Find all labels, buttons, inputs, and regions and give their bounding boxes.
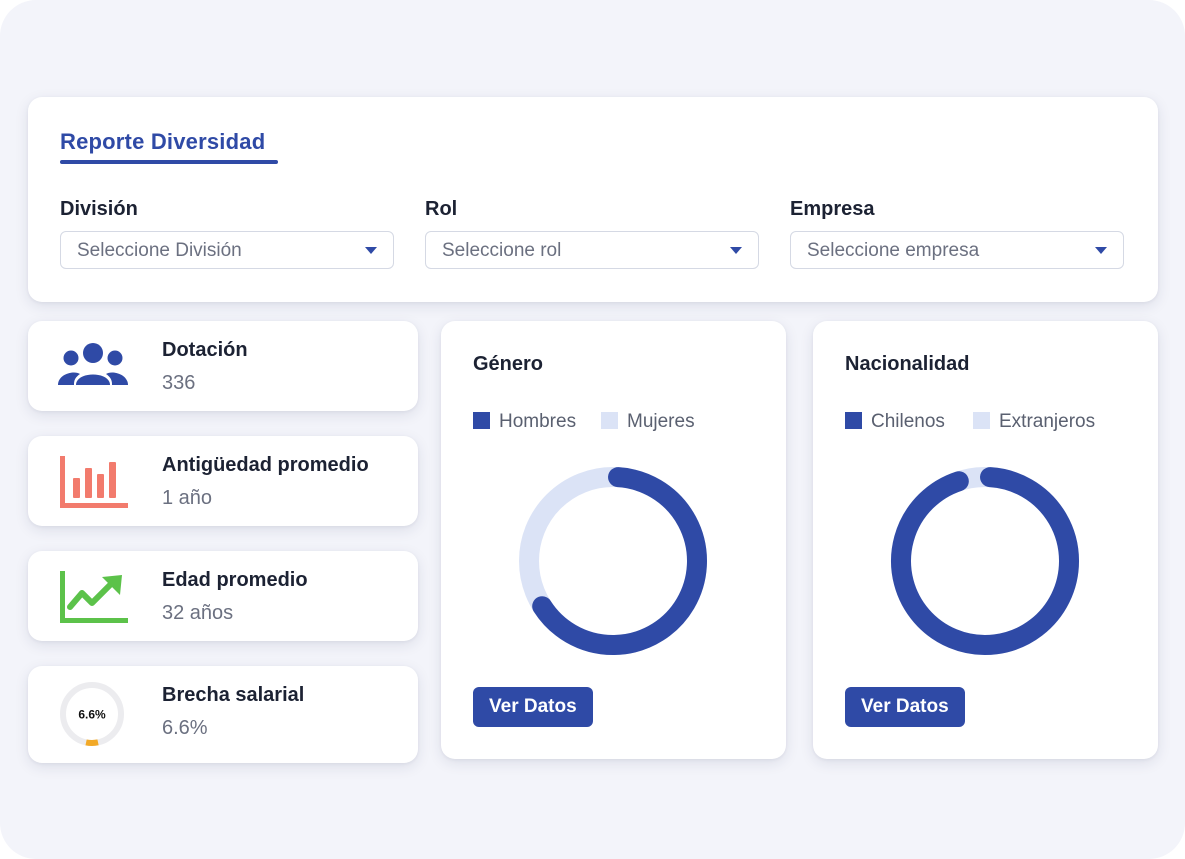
stat-label: Edad promedio: [162, 569, 308, 591]
empresa-select-placeholder: Seleccione empresa: [807, 240, 980, 261]
trend-up-icon: [60, 571, 128, 623]
legend-swatch: [845, 412, 862, 429]
stat-value: 6.6%: [162, 717, 208, 739]
legend-item: Hombres: [473, 411, 576, 433]
stat-label: Dotación: [162, 339, 248, 361]
stat-label: Brecha salarial: [162, 684, 305, 706]
slice-chilenos: [891, 467, 1079, 655]
rol-label: Rol: [425, 198, 458, 220]
chevron-down-icon: [365, 247, 377, 254]
tab-reporte-diversidad[interactable]: Reporte Diversidad: [60, 129, 266, 154]
stat-value: 1 año: [162, 487, 213, 509]
chart-card-genero: Género Hombres Mujeres Ver Datos: [441, 321, 786, 759]
chevron-down-icon: [1095, 247, 1107, 254]
legend-swatch: [601, 412, 618, 429]
division-select-placeholder: Seleccione División: [77, 240, 242, 261]
chart-title: Género: [473, 353, 544, 375]
legend-label: Mujeres: [627, 411, 695, 432]
progress-ring-label: 6.6%: [78, 708, 106, 722]
empresa-label: Empresa: [790, 198, 875, 220]
legend-item: Mujeres: [601, 411, 695, 433]
chart-title: Nacionalidad: [845, 353, 970, 375]
legend-label: Hombres: [499, 411, 577, 432]
empresa-select[interactable]: Seleccione empresa: [790, 231, 1124, 269]
division-label: División: [60, 198, 138, 220]
stat-card-dotacion: Dotación 336: [28, 321, 418, 411]
legend-item: Chilenos: [845, 411, 945, 433]
ver-datos-button[interactable]: Ver Datos: [473, 687, 593, 727]
progress-ring-icon: 6.6%: [60, 682, 124, 746]
legend-label: Extranjeros: [999, 411, 1096, 432]
stat-value: 336: [162, 372, 196, 394]
legend-swatch: [973, 412, 990, 429]
tab-active-indicator: [60, 160, 278, 164]
donut-chart: [519, 467, 707, 655]
legend-label: Chilenos: [871, 411, 945, 432]
chevron-down-icon: [730, 247, 742, 254]
rol-select-placeholder: Seleccione rol: [442, 240, 562, 261]
stat-value: 32 años: [162, 602, 234, 624]
stat-card-brecha: 6.6% Brecha salarial 6.6%: [28, 666, 418, 763]
rol-select[interactable]: Seleccione rol: [425, 231, 759, 269]
people-icon: [58, 343, 128, 385]
stat-card-edad: Edad promedio 32 años: [28, 551, 418, 641]
donut-chart: [891, 467, 1079, 655]
legend-item: Extranjeros: [973, 411, 1095, 433]
slice-hombres: [532, 467, 707, 655]
ver-datos-button[interactable]: Ver Datos: [845, 687, 965, 727]
stat-label: Antigüedad promedio: [162, 454, 369, 476]
bar-chart-icon: [60, 456, 128, 508]
stat-card-antiguedad: Antigüedad promedio 1 año: [28, 436, 418, 526]
filters-card: Reporte Diversidad División Seleccione D…: [28, 97, 1158, 302]
legend-swatch: [473, 412, 490, 429]
chart-card-nacionalidad: Nacionalidad Chilenos Extranjeros Ver Da…: [813, 321, 1158, 759]
division-select[interactable]: Seleccione División: [60, 231, 394, 269]
